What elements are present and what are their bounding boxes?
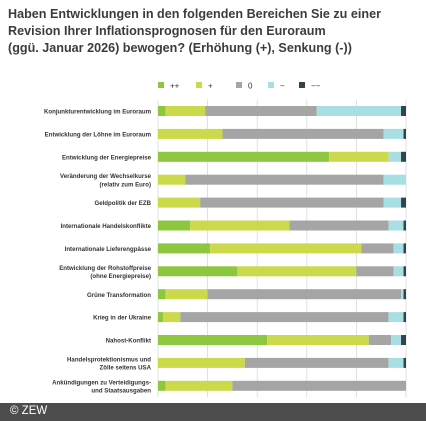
copyright-text: © ZEW [10, 405, 48, 417]
legend-swatch-2 [236, 82, 242, 88]
category-label: Krieg in der Ukraine [93, 315, 152, 322]
bar-segment [205, 106, 317, 116]
bar-segment [200, 197, 384, 208]
category-label: Entwicklung der Rohstoffpreise [59, 265, 151, 272]
bar-segment [158, 357, 245, 368]
bar-segment [403, 312, 406, 323]
bar-segment [190, 220, 290, 231]
bar-segment [158, 289, 166, 300]
bar-segment [393, 243, 404, 254]
bar-segment [158, 174, 186, 185]
legend-swatch-3 [268, 82, 274, 88]
category-label: Zölle seitens USA [100, 365, 152, 372]
category-label: (relativ zum Euro) [100, 181, 151, 188]
bar-segment [401, 106, 406, 116]
legend-label-4: −− [311, 82, 321, 91]
category-label: Nahost-Konflikt [106, 338, 151, 345]
chart-title: Haben Entwicklungen in den folgenden Ber… [8, 6, 418, 57]
bar-segment [185, 174, 384, 185]
bar-segment [207, 289, 402, 300]
category-label: Entwicklung der Energiepreise [62, 154, 152, 161]
bar-segment [401, 197, 406, 208]
legend-label-1: + [208, 82, 213, 91]
bar-segment [158, 197, 201, 208]
category-label: Veränderung der Wechselkurse [60, 173, 152, 180]
category-label: Handelsprotektionismus und [67, 356, 151, 363]
bar-segment [401, 335, 406, 345]
category-label: (ohne Energiepreise) [90, 273, 151, 280]
bar-segment [210, 243, 362, 254]
bar-segment [165, 289, 208, 300]
bar-segment [403, 266, 406, 277]
bar-segment [388, 151, 402, 162]
chart-title-line-3: (ggü. Januar 2026) bewogen? (Erhöhung (+… [8, 41, 352, 55]
bar-segment [401, 289, 404, 300]
bar-segment [388, 220, 404, 231]
bar-segment [244, 357, 389, 368]
legend-label-2: 0 [248, 82, 253, 91]
bar-segment [383, 197, 402, 208]
bar-segment [361, 243, 394, 254]
bar-segment [158, 151, 330, 162]
bar-segment [267, 335, 369, 345]
bar-segment [158, 266, 238, 277]
bar-segment [383, 128, 404, 139]
legend-swatch-1 [196, 82, 202, 88]
bar-segment [158, 106, 166, 116]
chart-title-line-2: Revision Ihrer Inflationsprognosen für d… [8, 24, 326, 38]
bar-segment [391, 335, 402, 345]
bar-segment [158, 335, 268, 345]
bar-segment [403, 289, 406, 300]
bar-segment [222, 128, 384, 139]
category-label: Ankündigungen zu Verteidigungs- [52, 379, 151, 386]
bar-segment [403, 243, 406, 254]
category-label: Internationale Handelskonflikte [61, 223, 152, 230]
legend-label-0: ++ [170, 82, 180, 91]
legend-swatch-0 [158, 82, 164, 88]
bar-segment [329, 151, 389, 162]
bar-segment [403, 128, 406, 139]
legend-swatch-4 [299, 82, 305, 88]
bar-segment [368, 335, 392, 345]
bar-segment [383, 174, 406, 185]
category-label: Entwicklung der Löhne im Euroraum [45, 132, 152, 139]
bar-segment [393, 266, 404, 277]
bar-segment [232, 380, 406, 391]
category-label: Geldpolitik der EZB [94, 200, 151, 207]
category-label: Grüne Transformation [87, 292, 151, 299]
bar-segment [403, 220, 406, 231]
bar-segment [180, 312, 389, 323]
category-label: und Staatsausgaben [91, 388, 151, 395]
bar-segment [162, 312, 181, 323]
bar-segment [158, 380, 166, 391]
bar-segment [158, 243, 211, 254]
bar-segment [158, 128, 223, 139]
bar-segment [158, 312, 163, 323]
stacked-bar-chart: ++ +0− −−Konjunkturentwicklung im Euroraum… [44, 82, 407, 398]
bar-segment [165, 106, 206, 116]
bar-segment [356, 266, 394, 277]
bar-segment [289, 220, 389, 231]
legend-label-3: − [280, 82, 285, 91]
bar-segment [388, 357, 404, 368]
bar-segment [403, 357, 406, 368]
bar-segment [158, 220, 191, 231]
category-label: Internationale Lieferengpässe [65, 246, 152, 253]
bar-segment [237, 266, 357, 277]
category-label: Konjunkturentwicklung im Euroraum [44, 109, 152, 116]
chart-title-line-1: Haben Entwicklungen in den folgenden Ber… [8, 7, 381, 21]
bar-segment [165, 380, 233, 391]
bar-segment [388, 312, 404, 323]
bar-segment [316, 106, 402, 116]
bar-segment [401, 151, 406, 162]
footer-bar: © ZEW [0, 403, 426, 421]
